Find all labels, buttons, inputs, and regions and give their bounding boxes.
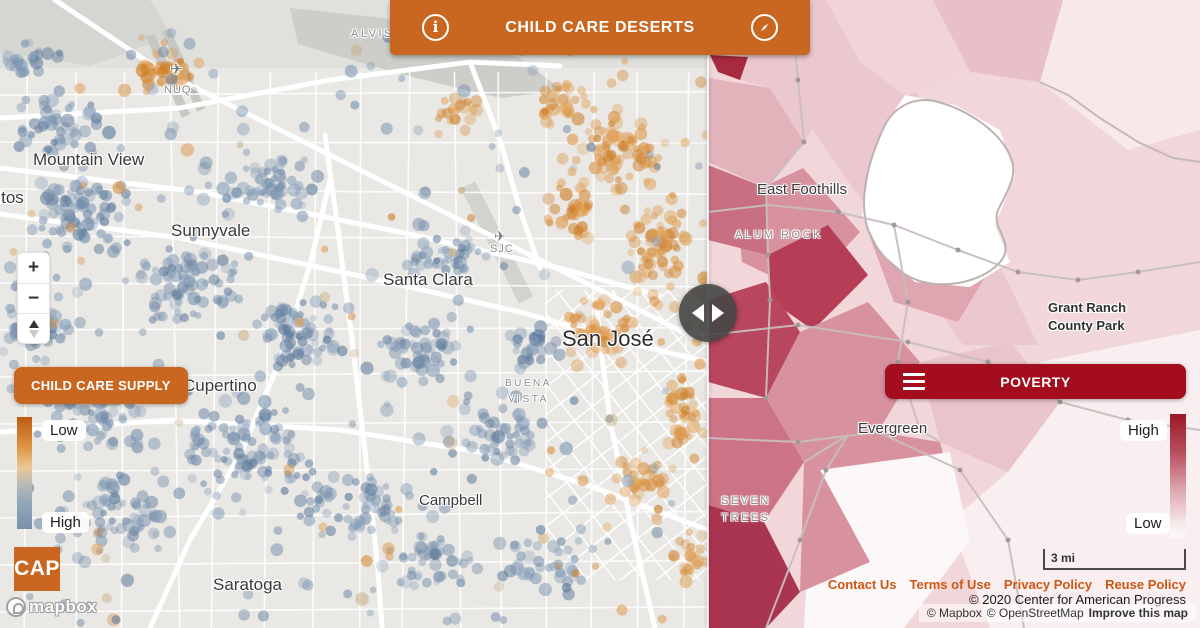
footer-link-contact-us[interactable]: Contact Us — [827, 577, 897, 592]
improve-map-link[interactable]: Improve this map — [1088, 606, 1188, 620]
page-title: CHILD CARE DESERTS — [505, 18, 695, 36]
footer-link-terms-of-use[interactable]: Terms of Use — [909, 577, 991, 592]
mapbox-logo-icon — [6, 597, 26, 617]
childcare-legend-gradient — [17, 417, 32, 529]
mapbox-attribution-link[interactable]: © Mapbox — [926, 606, 982, 620]
scale-label: 3 mi — [1051, 551, 1076, 565]
swipe-right-arrow-icon — [712, 304, 724, 322]
menu-icon — [903, 373, 925, 390]
compass-icon[interactable] — [750, 14, 778, 41]
zoom-in-button[interactable]: + — [18, 253, 49, 283]
poverty-button-label: POVERTY — [1000, 373, 1071, 390]
map-attribution: © Mapbox © OpenStreetMap Improve this ma… — [918, 604, 1196, 622]
map-nav-control: + − — [17, 252, 50, 344]
child-care-supply-layer-button[interactable]: CHILD CARE SUPPLY — [14, 367, 188, 404]
footer-links: Contact Us Terms of Use Privacy Policy Reus… — [828, 577, 1186, 592]
cap-logo[interactable]: CAP — [14, 547, 60, 591]
poverty-legend-high-label: High — [1120, 420, 1167, 441]
childcare-supply-dot-map — [0, 0, 708, 628]
right-map-poverty[interactable] — [708, 0, 1200, 628]
compass-reset-button[interactable] — [18, 313, 49, 343]
osm-attribution-link[interactable]: © OpenStreetMap — [986, 606, 1084, 620]
poverty-legend-gradient — [1170, 414, 1186, 538]
footer-link-reuse-policy[interactable]: Reuse Policy — [1105, 577, 1186, 592]
info-icon[interactable]: i — [422, 14, 449, 41]
left-map-childcare[interactable] — [0, 0, 708, 628]
compass-needle-icon — [28, 319, 39, 338]
childcare-legend-high-label: High — [42, 512, 89, 533]
swipe-handle[interactable] — [679, 284, 737, 342]
title-bar: i CHILD CARE DESERTS — [390, 0, 810, 55]
poverty-layer-button[interactable]: POVERTY — [885, 364, 1186, 399]
swipe-left-arrow-icon — [692, 304, 704, 322]
compass-needle-icon — [760, 23, 769, 32]
childcare-legend-low-label: Low — [42, 420, 86, 441]
footer-link-privacy-policy[interactable]: Privacy Policy — [1003, 577, 1093, 592]
poverty-choropleth-map — [708, 0, 1200, 628]
zoom-out-button[interactable]: − — [18, 283, 49, 313]
mapbox-logo[interactable]: mapbox — [6, 597, 97, 617]
poverty-legend-low-label: Low — [1126, 513, 1170, 534]
copyright-text: © 2020 Center for American Progress — [969, 592, 1186, 607]
map-scale-bar: 3 mi — [1043, 549, 1186, 570]
